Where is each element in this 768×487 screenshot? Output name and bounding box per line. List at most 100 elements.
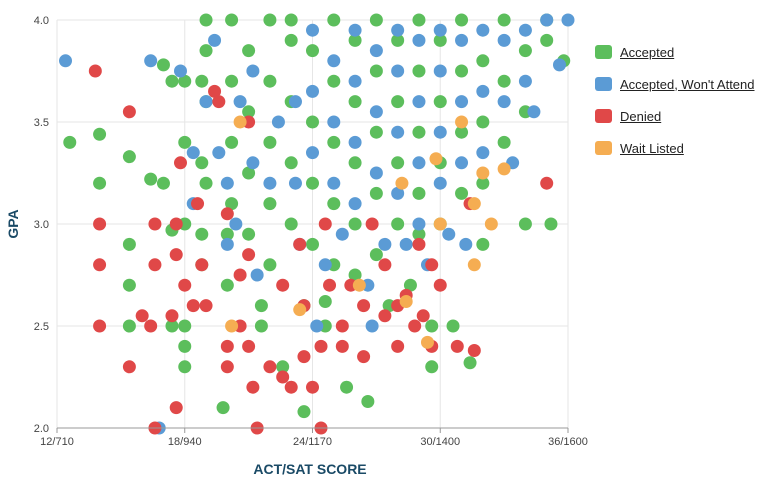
point-accepted	[122, 278, 136, 292]
point-denied	[169, 401, 183, 415]
point-accepted-wont-attend	[391, 64, 405, 78]
point-accepted-wont-attend	[327, 115, 341, 129]
point-denied	[276, 278, 290, 292]
point-accepted	[369, 186, 383, 200]
point-accepted-wont-attend	[561, 13, 575, 27]
point-denied	[357, 350, 371, 364]
point-accepted	[412, 186, 426, 200]
point-accepted-wont-attend	[442, 227, 456, 241]
point-accepted-wont-attend	[433, 23, 447, 37]
legend-item-accepted-wont-attend[interactable]: Accepted, Won't Attend	[595, 68, 755, 100]
point-accepted	[369, 125, 383, 139]
point-accepted	[544, 217, 558, 231]
point-accepted-wont-attend	[173, 64, 187, 78]
legend-item-wait-listed[interactable]: Wait Listed	[595, 132, 755, 164]
point-accepted	[318, 295, 332, 309]
point-denied	[276, 370, 290, 384]
legend: Accepted Accepted, Won't Attend Denied W…	[595, 36, 755, 164]
point-denied	[93, 258, 107, 272]
point-denied	[378, 309, 392, 323]
y-tick-label: 2.5	[34, 321, 49, 333]
point-denied	[365, 217, 379, 231]
point-wait-listed	[455, 115, 469, 129]
point-accepted-wont-attend	[220, 237, 234, 251]
point-denied	[233, 268, 247, 282]
point-accepted-wont-attend	[335, 227, 349, 241]
point-accepted	[263, 13, 277, 27]
point-accepted	[348, 95, 362, 109]
point-wait-listed	[420, 335, 434, 349]
point-accepted	[455, 186, 469, 200]
legend-item-denied[interactable]: Denied	[595, 100, 755, 132]
point-accepted-wont-attend	[348, 74, 362, 88]
point-accepted-wont-attend	[433, 125, 447, 139]
point-accepted-wont-attend	[412, 217, 426, 231]
point-accepted	[225, 197, 239, 211]
point-denied	[335, 319, 349, 333]
x-tick-label: 30/1400	[420, 436, 460, 448]
point-accepted	[216, 401, 230, 415]
point-accepted	[306, 115, 319, 129]
point-wait-listed	[293, 303, 307, 317]
point-accepted	[242, 44, 256, 58]
point-accepted-wont-attend	[391, 125, 405, 139]
point-accepted-wont-attend	[476, 146, 490, 160]
y-tick-label: 3.5	[34, 117, 49, 129]
point-denied	[122, 360, 136, 374]
point-accepted	[391, 156, 405, 170]
point-accepted	[497, 135, 511, 149]
point-accepted	[433, 95, 447, 109]
point-accepted	[497, 74, 511, 88]
point-denied	[408, 319, 422, 333]
point-accepted	[263, 197, 277, 211]
point-accepted	[195, 227, 209, 241]
point-denied	[357, 299, 371, 313]
point-denied	[178, 278, 192, 292]
point-accepted	[122, 237, 136, 251]
point-accepted-wont-attend	[318, 258, 332, 272]
point-accepted	[497, 13, 511, 27]
point-accepted-wont-attend	[306, 146, 319, 160]
point-accepted	[263, 74, 277, 88]
point-denied	[323, 278, 337, 292]
point-wait-listed	[484, 217, 498, 231]
point-accepted-wont-attend	[518, 74, 532, 88]
point-accepted	[122, 319, 136, 333]
point-accepted	[165, 319, 179, 333]
point-accepted-wont-attend	[459, 237, 473, 251]
point-accepted-wont-attend	[518, 23, 532, 37]
point-accepted	[391, 33, 405, 47]
point-denied	[297, 350, 311, 364]
point-accepted-wont-attend	[476, 84, 490, 98]
point-accepted	[455, 64, 469, 78]
point-accepted	[263, 258, 277, 272]
point-accepted	[276, 360, 290, 374]
point-accepted	[263, 135, 277, 149]
legend-item-accepted[interactable]: Accepted	[595, 36, 755, 68]
point-denied	[540, 176, 554, 190]
y-tick-label: 4.0	[34, 15, 49, 27]
point-accepted	[93, 127, 107, 141]
point-accepted-wont-attend	[348, 23, 362, 37]
point-accepted-wont-attend	[250, 268, 264, 282]
point-accepted	[476, 54, 490, 68]
point-wait-listed	[433, 217, 447, 231]
axes: 12/710 18/940 24/1170 30/1400 36/1600 2.0 2.5 3…	[34, 15, 588, 448]
point-denied	[433, 278, 447, 292]
point-accepted-wont-attend	[365, 319, 379, 333]
point-accepted-wont-attend	[412, 156, 426, 170]
point-accepted-wont-attend	[348, 135, 362, 149]
point-accepted-wont-attend	[369, 44, 383, 58]
point-accepted	[178, 360, 192, 374]
y-tick-label: 2.0	[34, 423, 49, 435]
point-accepted	[297, 405, 311, 419]
point-accepted	[178, 74, 192, 88]
point-denied	[293, 237, 307, 251]
point-denied	[88, 64, 102, 78]
point-denied	[169, 217, 183, 231]
point-accepted	[433, 33, 447, 47]
point-accepted	[369, 248, 383, 262]
point-accepted	[254, 299, 268, 313]
point-denied	[212, 95, 226, 109]
point-accepted-wont-attend	[391, 186, 405, 200]
